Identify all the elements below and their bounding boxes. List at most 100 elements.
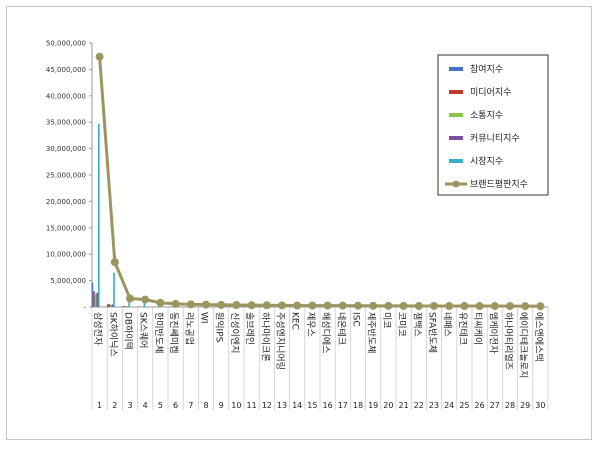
brand-line-point	[186, 300, 195, 309]
y-tick-label: 10,000,000	[46, 251, 86, 259]
category-label: ISC	[351, 312, 361, 327]
brand-line-point	[338, 301, 347, 310]
category-number: 13	[277, 401, 287, 410]
category-label: 젬백스	[411, 312, 422, 337]
brand-line-point	[202, 300, 210, 309]
category-label: 솔브레인	[244, 312, 255, 345]
brand-line-point	[490, 302, 499, 311]
category-label: 미코	[381, 312, 392, 329]
brand-line-point	[308, 301, 317, 310]
y-tick-label: -	[83, 304, 86, 312]
legend-entry: 참여지수	[470, 63, 503, 75]
legend-swatch	[449, 90, 463, 94]
category-label: 유진테크	[457, 312, 468, 345]
category-number: 22	[414, 401, 424, 410]
category-number: 14	[292, 401, 302, 410]
category-number: 24	[444, 401, 454, 410]
category-label: 하나머티리얼즈	[503, 312, 514, 370]
legend-swatch	[449, 136, 463, 140]
legend-entry: 시장지수	[470, 156, 503, 167]
category-label: 네패스	[442, 312, 453, 337]
category-number: 17	[338, 401, 348, 410]
category-number: 23	[429, 401, 439, 410]
brand-line-point	[475, 302, 484, 311]
category-number: 30	[535, 401, 545, 410]
bar	[93, 291, 95, 307]
legend-entry: 소통지수	[470, 110, 503, 121]
brand-line-point	[384, 301, 393, 310]
brand-line-point	[247, 301, 256, 310]
category-label: 한미반도체	[153, 312, 164, 353]
brand-line-point	[278, 301, 286, 310]
y-tick-label: 35,000,000	[46, 119, 86, 127]
bar	[113, 272, 115, 307]
brand-line-point	[399, 301, 408, 310]
brand-line-point	[369, 301, 378, 310]
category-number: 21	[399, 401, 409, 410]
category-number: 15	[307, 401, 317, 410]
category-label: 원익IPS	[214, 312, 226, 343]
category-number: 11	[247, 401, 257, 410]
brand-line-point	[354, 301, 362, 310]
y-tick-label: 20,000,000	[46, 198, 86, 206]
category-number: 6	[173, 401, 178, 410]
y-tick-label: 25,000,000	[46, 172, 86, 180]
bar	[126, 306, 129, 307]
brand-line-point	[460, 301, 469, 310]
category-label: 동진쎄미켐	[168, 312, 180, 353]
category-label: 네온테크	[335, 312, 346, 345]
legend-entry: 미디어지수	[470, 87, 511, 98]
category-number: 18	[353, 401, 363, 410]
legend-marker	[452, 180, 460, 188]
bar	[138, 306, 141, 307]
category-label: 제주반도체	[366, 312, 377, 353]
category-number: 12	[262, 401, 272, 410]
brand-line-point	[521, 302, 530, 311]
legend-swatch	[449, 67, 463, 71]
category-label: 하나마이크론	[259, 312, 270, 362]
bar	[106, 304, 109, 307]
bar	[143, 301, 146, 307]
category-label: 코미코	[396, 312, 407, 337]
brand-line-point	[445, 301, 454, 310]
category-number: 20	[383, 401, 393, 410]
category-number: 9	[219, 401, 224, 410]
category-label: SFA반도체	[427, 312, 438, 353]
brand-line-point	[536, 302, 545, 311]
brand-line	[95, 52, 545, 311]
brand-line-point	[232, 300, 241, 309]
bar	[96, 292, 98, 307]
brand-line-point	[141, 295, 150, 304]
legend-box	[437, 54, 549, 196]
bar	[122, 306, 124, 307]
bar	[94, 294, 97, 307]
category-number: 7	[188, 401, 193, 410]
bar	[98, 123, 100, 307]
category-label: 제우스	[305, 312, 316, 337]
category-label: 해성디에스	[320, 312, 331, 353]
y-tick-label: 5,000,000	[50, 277, 86, 285]
category-number: 19	[368, 401, 378, 410]
y-tick-label: 30,000,000	[46, 145, 86, 153]
y-tick-label: 50,000,000	[46, 40, 86, 48]
legend-entry: 브랜드평판지수	[470, 179, 528, 190]
brand-line-point	[414, 301, 423, 310]
brand-line-point	[262, 301, 271, 310]
category-number: 3	[127, 401, 132, 410]
category-number: 28	[505, 401, 515, 410]
category-label: KEC	[290, 312, 300, 330]
category-label: WI	[199, 312, 209, 324]
category-number: 10	[231, 401, 241, 410]
brand-line-point	[323, 301, 332, 310]
category-number: 4	[143, 401, 148, 410]
brand-line-point	[506, 302, 514, 311]
brand-line-point	[126, 294, 134, 303]
brand-line-point	[430, 301, 438, 310]
category-number: 5	[158, 401, 163, 410]
category-number: 25	[459, 401, 469, 410]
bar	[111, 304, 114, 307]
category-label: DB하이텍	[123, 312, 134, 350]
brand-line-point	[110, 258, 119, 267]
category-label: 삼성전자	[92, 312, 103, 346]
